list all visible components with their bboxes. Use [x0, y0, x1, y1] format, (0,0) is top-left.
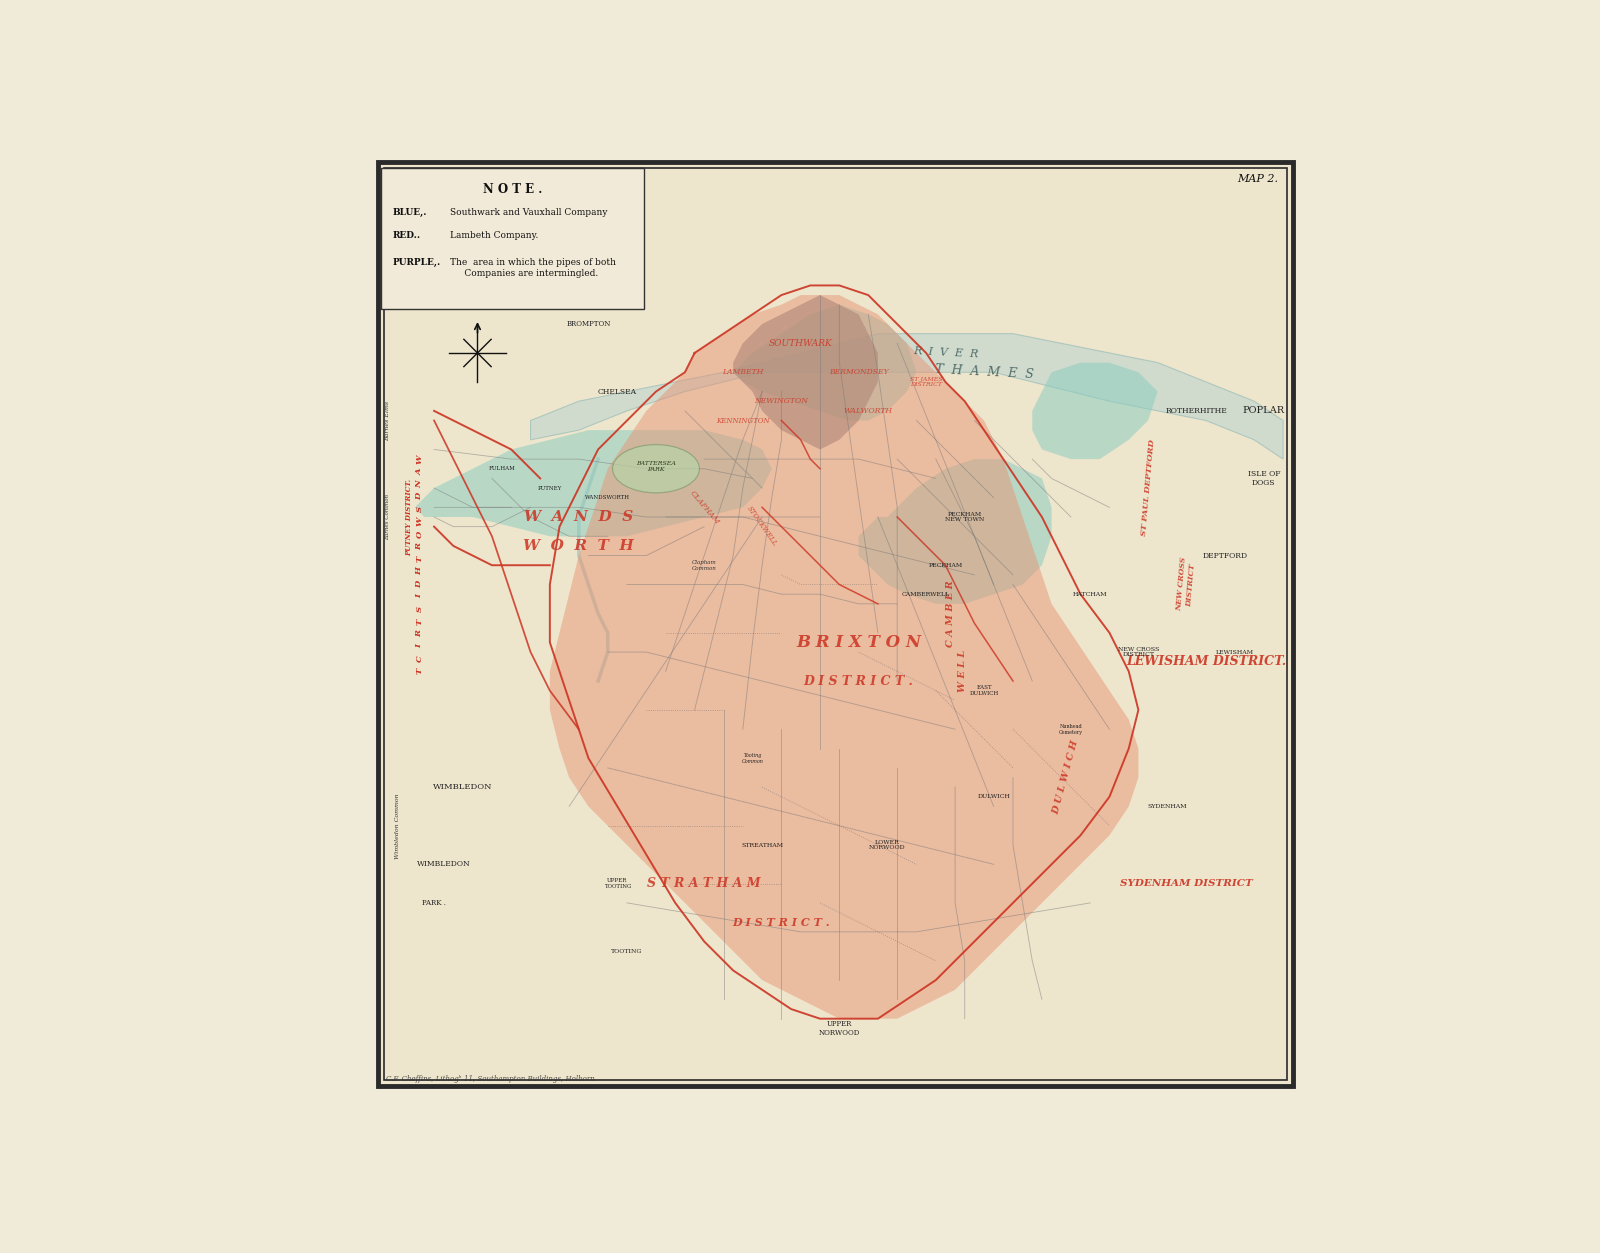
Text: H: H — [416, 568, 424, 575]
Text: W  O  R  T  H: W O R T H — [523, 539, 634, 553]
Text: FULHAM: FULHAM — [488, 466, 515, 471]
Text: BLUE,.: BLUE,. — [392, 208, 427, 217]
Text: HATCHAM: HATCHAM — [1074, 591, 1107, 596]
Text: ROTHERHITHE: ROTHERHITHE — [1165, 407, 1227, 415]
Ellipse shape — [613, 445, 699, 492]
FancyBboxPatch shape — [517, 194, 642, 276]
Text: W  A  N  D  S: W A N D S — [525, 510, 634, 524]
Text: ST JAMES
DISTRICT: ST JAMES DISTRICT — [910, 376, 942, 387]
Text: R: R — [416, 630, 424, 638]
FancyBboxPatch shape — [381, 168, 645, 308]
Text: SYDENHAM DISTRICT: SYDENHAM DISTRICT — [1120, 880, 1253, 888]
Text: EAST
DULWICH: EAST DULWICH — [970, 685, 998, 697]
Text: NEWINGTON: NEWINGTON — [755, 397, 808, 405]
Text: Barnes Common: Barnes Common — [386, 494, 390, 540]
Text: BROMPTON: BROMPTON — [566, 320, 611, 328]
Text: I: I — [416, 644, 424, 648]
Text: CLAPHAM: CLAPHAM — [688, 489, 720, 526]
Text: SOUTHWARK: SOUTHWARK — [770, 338, 832, 348]
Text: MAP 2.: MAP 2. — [1237, 174, 1278, 184]
Text: WALWORTH: WALWORTH — [843, 407, 893, 415]
Text: PURPLE,.: PURPLE,. — [392, 258, 442, 267]
Text: STREATHAM: STREATHAM — [741, 842, 782, 847]
Text: S: S — [416, 506, 424, 512]
Text: B R I X T O N: B R I X T O N — [797, 634, 922, 650]
Text: Nunhead
Cemetery: Nunhead Cemetery — [1059, 724, 1083, 734]
Text: D U L W I C H: D U L W I C H — [1051, 739, 1080, 816]
Polygon shape — [1032, 362, 1158, 459]
Text: T: T — [416, 556, 424, 563]
Text: T: T — [416, 668, 424, 674]
Text: WANDSWORTH: WANDSWORTH — [586, 495, 630, 500]
Polygon shape — [733, 304, 917, 421]
Text: N O T E .: N O T E . — [483, 183, 542, 197]
Text: LEWISHAM: LEWISHAM — [1216, 649, 1254, 654]
Text: LEWISHAM DISTRICT.: LEWISHAM DISTRICT. — [1126, 655, 1286, 668]
Text: CHELSEA: CHELSEA — [598, 387, 637, 396]
Text: PUTNEY DISTRICT.: PUTNEY DISTRICT. — [405, 479, 413, 555]
Text: NEW CROSS
DISTRICT: NEW CROSS DISTRICT — [1176, 556, 1197, 613]
Text: Wimbledon Common: Wimbledon Common — [395, 793, 400, 858]
Polygon shape — [733, 294, 878, 450]
Text: C A M B E R: C A M B E R — [946, 580, 955, 647]
Text: SYDENHAM: SYDENHAM — [1147, 804, 1187, 809]
Text: UPPER
NORWOOD: UPPER NORWOOD — [819, 1020, 859, 1037]
Text: STOCKWELL: STOCKWELL — [746, 505, 779, 549]
Text: ST PAUL DEPTFORD: ST PAUL DEPTFORD — [1139, 440, 1157, 536]
Text: D I S T R I C T .: D I S T R I C T . — [733, 917, 830, 927]
Text: Southwark and Vauxhall Company: Southwark and Vauxhall Company — [451, 208, 608, 217]
Text: Tooting
Common: Tooting Common — [741, 753, 763, 763]
Text: PUTNEY: PUTNEY — [538, 486, 562, 490]
Text: WIMBLEDON: WIMBLEDON — [418, 861, 470, 868]
Text: UPPER
TOOTING: UPPER TOOTING — [603, 878, 630, 890]
Text: BATTERSEA
PARK: BATTERSEA PARK — [637, 461, 675, 472]
Text: CAMBERWELL: CAMBERWELL — [902, 591, 950, 596]
Text: TOOTING: TOOTING — [611, 949, 643, 954]
Text: W: W — [416, 516, 424, 526]
Polygon shape — [531, 333, 1283, 459]
Text: D: D — [416, 492, 424, 500]
FancyBboxPatch shape — [378, 162, 1293, 1086]
Text: DULWICH: DULWICH — [978, 794, 1010, 799]
Text: BERMONDSEY: BERMONDSEY — [829, 368, 888, 376]
Polygon shape — [414, 430, 771, 536]
Text: S T R A T H A M: S T R A T H A M — [648, 877, 762, 890]
Text: C: C — [416, 655, 424, 662]
Text: Barnes Elms: Barnes Elms — [386, 401, 390, 441]
Text: RED..: RED.. — [392, 232, 421, 241]
Text: T: T — [416, 618, 424, 624]
Text: WIMBLEDON: WIMBLEDON — [434, 783, 493, 791]
Text: N: N — [416, 480, 424, 487]
Text: The  area in which the pipes of both
     Companies are intermingled.: The area in which the pipes of both Comp… — [451, 258, 616, 278]
Polygon shape — [859, 459, 1051, 604]
Text: R  I  V  E  R: R I V E R — [912, 346, 978, 360]
Polygon shape — [550, 294, 1138, 1019]
Text: A: A — [416, 469, 424, 475]
Text: T  H  A  M  E  S: T H A M E S — [934, 363, 1034, 381]
Text: I: I — [416, 594, 424, 599]
Text: D: D — [416, 580, 424, 588]
Text: NEW CROSS
DISTRICT: NEW CROSS DISTRICT — [1118, 647, 1158, 658]
Text: HYDE
PARK: HYDE PARK — [568, 228, 589, 246]
Text: W: W — [416, 455, 424, 464]
Text: R: R — [416, 543, 424, 550]
Text: O: O — [416, 530, 424, 538]
Text: Lambeth Company.: Lambeth Company. — [451, 232, 539, 241]
Text: PECKHAM: PECKHAM — [928, 563, 963, 568]
Text: W E L L: W E L L — [958, 650, 968, 693]
Text: KENNINGTON: KENNINGTON — [717, 416, 770, 425]
Text: C.F. Cheffins, Lithogʰ 11, Southampton Buildings, Holborn.: C.F. Cheffins, Lithogʰ 11, Southampton B… — [386, 1075, 597, 1084]
Text: LAMBETH: LAMBETH — [722, 368, 763, 376]
Text: D I S T R I C T .: D I S T R I C T . — [803, 674, 914, 688]
Text: POPLAR: POPLAR — [1243, 406, 1285, 415]
Text: ISLE OF
DOGS: ISLE OF DOGS — [1248, 470, 1280, 487]
Text: Clapham
Common: Clapham Common — [691, 560, 717, 570]
Text: PECKHAM
NEW TOWN: PECKHAM NEW TOWN — [946, 511, 984, 523]
Text: PARK .: PARK . — [422, 898, 446, 907]
Text: LOWER
NORWOOD: LOWER NORWOOD — [869, 840, 906, 851]
Text: DEPTFORD: DEPTFORD — [1203, 551, 1248, 560]
Text: S: S — [416, 606, 424, 611]
